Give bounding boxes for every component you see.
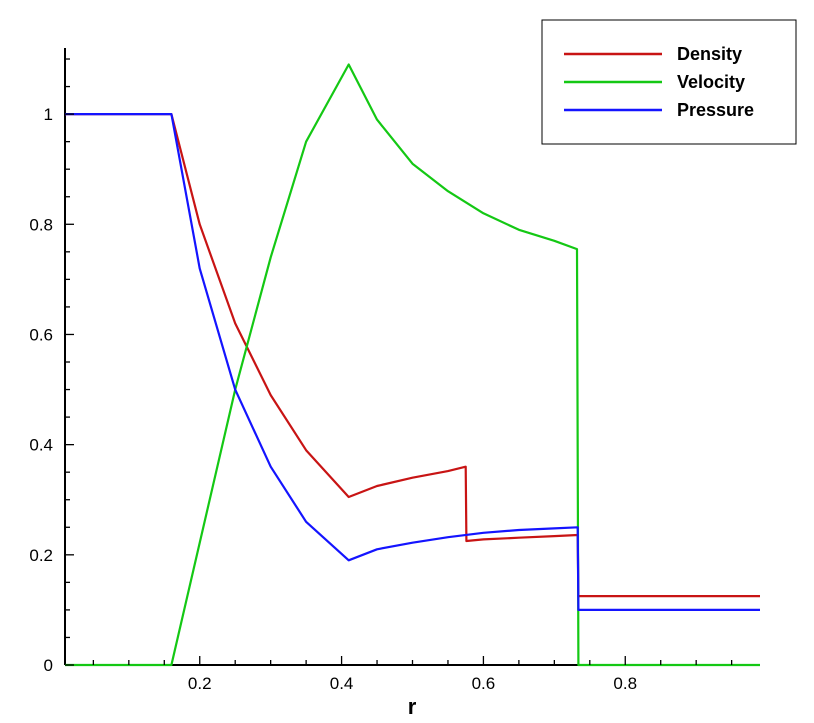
x-tick-label: 0.6 (472, 674, 496, 693)
tick-layer: 0.2 0.4 0.6 0.8 0 0.2 0.4 0.6 0.8 1 (29, 58, 733, 693)
series-line-pressure (65, 112, 760, 612)
legend: Density Velocity Pressure (541, 19, 797, 145)
y-tick-label: 0 (44, 656, 53, 675)
x-tick-label: 0.4 (330, 674, 354, 693)
series-line-velocity (65, 63, 760, 667)
series-line-density (65, 112, 760, 598)
y-tick-label: 0.4 (29, 436, 53, 455)
y-tick-label: 0.6 (29, 325, 53, 344)
y-tick-label: 0.2 (29, 546, 53, 565)
legend-label-pressure: Pressure (677, 100, 754, 120)
series-layer (65, 63, 760, 667)
x-tick-label: 0.8 (613, 674, 637, 693)
y-tick-label: 1 (44, 105, 53, 124)
legend-label-velocity: Velocity (677, 72, 745, 92)
y-tick-label: 0.8 (29, 215, 53, 234)
x-tick-label: 0.2 (188, 674, 212, 693)
legend-label-density: Density (677, 44, 742, 64)
x-axis-label: r (408, 694, 417, 719)
